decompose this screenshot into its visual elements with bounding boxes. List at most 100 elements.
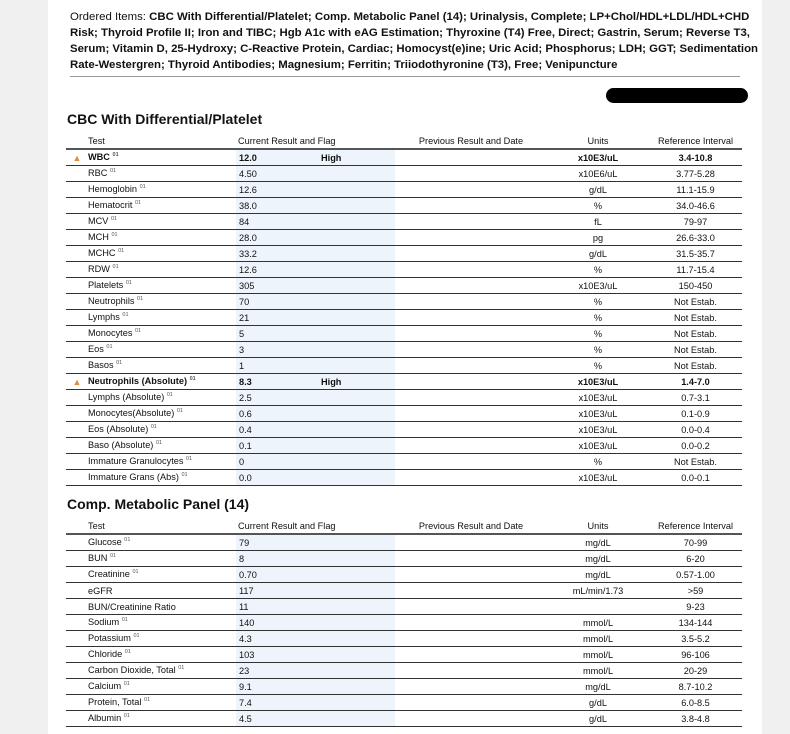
section-title: CBC With Differential/Platelet (67, 111, 263, 127)
lab-code: 01 (189, 376, 196, 383)
results-table: Test Current Result and Flag Previous Resu… (66, 519, 742, 727)
previous-result (395, 213, 547, 230)
units: % (547, 293, 649, 310)
section-title: Comp. Metabolic Panel (14) (67, 496, 250, 512)
result-flag: High (321, 149, 395, 166)
table-row: BUN/Creatinine Ratio 11 9-23 (66, 598, 742, 615)
table-header: Test Current Result and Flag Previous Resu… (66, 519, 742, 535)
table-row: Sodium 01 140 mmol/L 134-144 (66, 614, 742, 631)
header-current: Current Result and Flag (236, 134, 395, 150)
divider (70, 76, 740, 77)
lab-code: 01 (135, 328, 142, 335)
flag-cell (66, 678, 88, 695)
result-value: 8.3 (236, 373, 321, 390)
test-name-text: Hemoglobin (88, 184, 138, 195)
units: x10E3/uL (547, 405, 649, 422)
test-name-text: RBC (88, 168, 108, 179)
reference-interval: Not Estab. (649, 453, 742, 470)
previous-result (395, 437, 547, 454)
table-row: Baso (Absolute) 01 0.1 x10E3/uL 0.0-0.2 (66, 437, 742, 454)
reference-interval: 0.57-1.00 (649, 566, 742, 583)
reference-interval: 20-29 (649, 662, 742, 679)
header-test: Test (88, 519, 236, 535)
test-name: MCHC 01 (88, 245, 236, 262)
lab-code: 01 (150, 424, 157, 431)
lab-code: 01 (125, 280, 132, 287)
reference-interval: >59 (649, 582, 742, 599)
previous-result (395, 325, 547, 342)
result-flag (321, 694, 395, 711)
result-value: 28.0 (236, 229, 321, 246)
test-name: RDW 01 (88, 261, 236, 278)
test-name-text: Eos (88, 344, 104, 355)
test-name: Baso (Absolute) 01 (88, 437, 236, 454)
test-name-text: Lymphs (Absolute) (88, 392, 165, 403)
flag-cell (66, 437, 88, 454)
result-value: 21 (236, 309, 321, 326)
flag-cell (66, 598, 88, 615)
reference-interval: 11.7-15.4 (649, 261, 742, 278)
table-row: Protein, Total 01 7.4 g/dL 6.0-8.5 (66, 694, 742, 711)
lab-code: 01 (176, 408, 183, 415)
previous-result (395, 357, 547, 374)
test-name: Lymphs (Absolute) 01 (88, 389, 236, 406)
flag-cell (66, 710, 88, 727)
flag-cell (66, 309, 88, 326)
flag-cell (66, 453, 88, 470)
units: g/dL (547, 694, 649, 711)
flag-cell (66, 325, 88, 342)
result-value: 9.1 (236, 678, 321, 695)
test-name: Neutrophils (Absolute) 01 (88, 373, 236, 390)
test-name: Immature Granulocytes 01 (88, 453, 236, 470)
previous-result (395, 630, 547, 647)
result-value: 5 (236, 325, 321, 342)
flag-cell (66, 630, 88, 647)
units: % (547, 197, 649, 214)
result-value: 12.0 (236, 149, 321, 166)
test-name: Platelets 01 (88, 277, 236, 294)
ordered-items-list: CBC With Differential/Platelet; Comp. Me… (70, 11, 758, 71)
previous-result (395, 453, 547, 470)
table-row: Creatinine 01 0.70 mg/dL 0.57-1.00 (66, 566, 742, 583)
units: x10E3/uL (547, 277, 649, 294)
result-flag (321, 614, 395, 631)
result-value: 7.4 (236, 694, 321, 711)
test-name: Basos 01 (88, 357, 236, 374)
units: x10E3/uL (547, 421, 649, 438)
result-flag: High (321, 373, 395, 390)
result-flag (321, 229, 395, 246)
test-name-text: Immature Granulocytes (88, 456, 184, 467)
table-row: RBC 01 4.50 x10E6/uL 3.77-5.28 (66, 165, 742, 182)
table-row: Hematocrit 01 38.0 % 34.0-46.6 (66, 197, 742, 214)
test-name: Creatinine 01 (88, 566, 236, 583)
lab-code: 01 (124, 537, 131, 544)
table-row: Lymphs (Absolute) 01 2.5 x10E3/uL 0.7-3.… (66, 389, 742, 406)
previous-result (395, 710, 547, 727)
previous-result (395, 646, 547, 663)
result-value: 4.5 (236, 710, 321, 727)
test-name-text: Monocytes(Absolute) (88, 408, 175, 419)
table-header: Test Current Result and Flag Previous Resu… (66, 134, 742, 150)
ordered-items-label: Ordered Items: (70, 11, 146, 23)
result-value: 23 (236, 662, 321, 679)
units: % (547, 357, 649, 374)
previous-result (395, 405, 547, 422)
table-row: Carbon Dioxide, Total 01 23 mmol/L 20-29 (66, 662, 742, 679)
result-flag (321, 646, 395, 663)
lab-code: 01 (137, 296, 144, 303)
result-flag (321, 245, 395, 262)
reference-interval: 0.0-0.4 (649, 421, 742, 438)
result-flag (321, 710, 395, 727)
test-name-text: WBC (88, 152, 110, 163)
header-ref: Reference Interval (649, 519, 742, 535)
test-name: Calcium 01 (88, 678, 236, 695)
test-name: Lymphs 01 (88, 309, 236, 326)
header-previous: Previous Result and Date (395, 134, 547, 150)
result-flag (321, 662, 395, 679)
table-row: Monocytes(Absolute) 01 0.6 x10E3/uL 0.1-… (66, 405, 742, 422)
reference-interval: 0.0-0.1 (649, 469, 742, 486)
test-name-text: Immature Grans (Abs) (88, 472, 179, 483)
test-name-text: BUN/Creatinine Ratio (88, 601, 176, 612)
previous-result (395, 566, 547, 583)
reference-interval: Not Estab. (649, 309, 742, 326)
